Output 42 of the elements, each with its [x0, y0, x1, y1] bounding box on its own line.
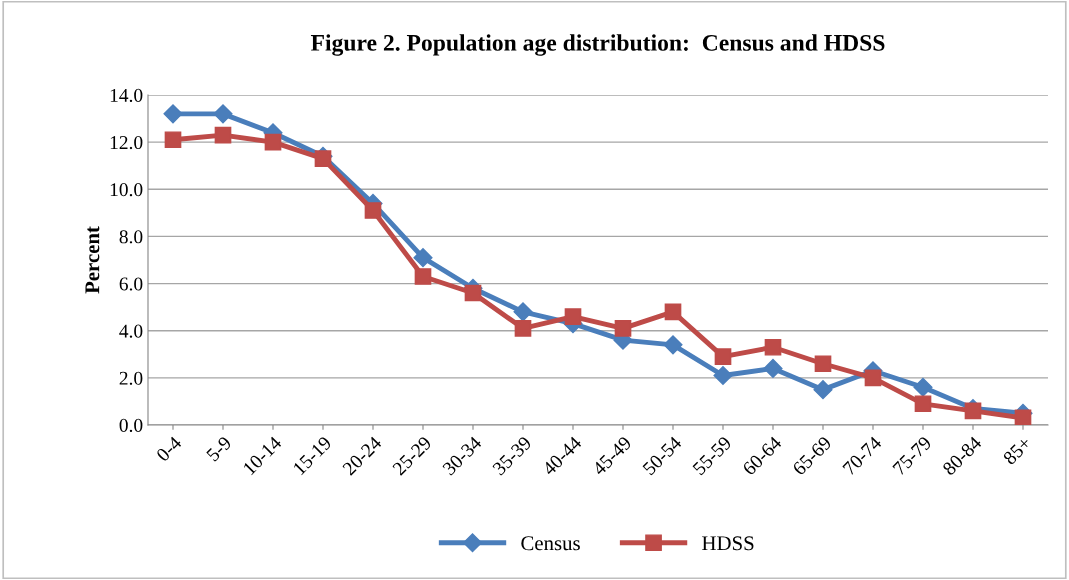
- y-tick-label: 2.0: [119, 371, 143, 385]
- point: [163, 104, 183, 124]
- point: [713, 365, 733, 386]
- point: [314, 150, 332, 167]
- legend-label: HDSS: [702, 536, 754, 551]
- chart-title: Figure 2. Population age distribution: Census and HDSS: [310, 34, 885, 56]
- point: [714, 348, 732, 365]
- point: [614, 320, 632, 337]
- point: [264, 133, 282, 151]
- x-tick-label: 85+: [1002, 435, 1033, 466]
- point: [964, 402, 982, 420]
- legend-label: Census: [521, 536, 580, 551]
- point: [763, 358, 783, 378]
- point: [1014, 409, 1032, 425]
- point: [913, 377, 933, 397]
- point: [914, 395, 932, 413]
- point: [814, 355, 832, 373]
- point: [414, 268, 432, 285]
- point: [514, 320, 532, 337]
- point: [813, 380, 833, 400]
- y-axis-title: Percent: [85, 226, 100, 294]
- y-tick-label: 8.0: [119, 230, 143, 244]
- point: [564, 308, 582, 325]
- point: [513, 302, 533, 322]
- point: [364, 202, 382, 219]
- point: [464, 284, 482, 302]
- x-tick-label: 5-9: [205, 435, 233, 462]
- point: [164, 131, 182, 149]
- point: [214, 126, 232, 144]
- y-tick-label: 4.0: [119, 324, 143, 338]
- y-tick-label: 6.0: [119, 277, 143, 291]
- point: [864, 369, 882, 387]
- y-tick-label: 10.0: [110, 183, 143, 197]
- point: [764, 338, 782, 356]
- point: [213, 104, 233, 124]
- y-tick-label: 0.0: [119, 418, 143, 433]
- point: [664, 303, 682, 321]
- y-tick-label: 14.0: [110, 88, 143, 103]
- point: [413, 248, 433, 268]
- x-tick-label: 0-4: [155, 435, 183, 463]
- point: [663, 335, 683, 355]
- y-tick-label: 12.0: [110, 135, 143, 150]
